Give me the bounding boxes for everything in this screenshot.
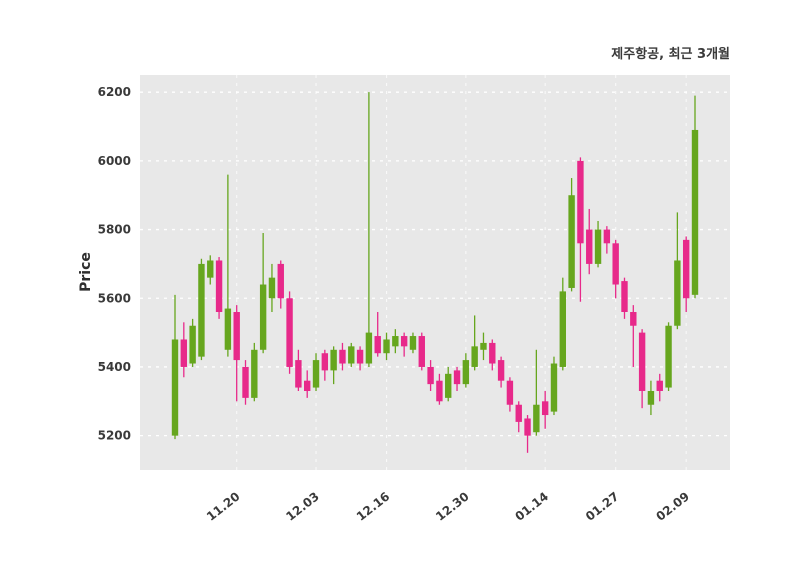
y-tick-label: 6000	[98, 154, 131, 168]
y-tick-label: 5600	[98, 291, 131, 305]
y-tick-label: 5400	[98, 360, 131, 374]
candle-body	[268, 277, 276, 299]
x-tick-label: 12.30	[433, 489, 472, 523]
candle-body	[251, 349, 258, 398]
candle-body	[541, 401, 549, 416]
candle-body	[524, 418, 531, 436]
candle-body	[559, 291, 566, 367]
candle-body	[550, 363, 558, 412]
candle-body	[348, 346, 355, 364]
candle-body	[383, 339, 390, 354]
candle-body	[400, 336, 408, 347]
y-tick-label: 5800	[98, 223, 131, 237]
candle-body	[189, 325, 196, 364]
candle-body	[356, 349, 364, 364]
candle-body	[630, 312, 637, 326]
candle-body	[682, 239, 690, 299]
candle-body	[259, 284, 267, 350]
candles	[171, 92, 699, 453]
plot-background	[140, 75, 730, 470]
x-tick-label: 02.09	[653, 489, 692, 523]
candle-body	[515, 404, 522, 422]
candle-body	[321, 353, 329, 371]
candle-body	[242, 366, 249, 398]
y-tick-label: 6200	[98, 85, 131, 99]
candle-body	[445, 373, 452, 398]
candle-body	[568, 195, 575, 288]
candle-body	[171, 339, 179, 436]
candle-body	[198, 263, 205, 357]
candle-body	[533, 404, 540, 433]
candle-body	[506, 380, 514, 405]
candle-body	[594, 229, 602, 264]
x-tick-label: 01.14	[512, 489, 551, 523]
candle-body	[489, 342, 496, 364]
candle-body	[453, 370, 461, 385]
candle-body	[638, 332, 646, 391]
candle-body	[304, 380, 311, 391]
candle-body	[691, 129, 699, 295]
candle-body	[418, 336, 425, 367]
candle-body	[480, 342, 487, 350]
candle-body	[409, 336, 417, 350]
candle-body	[577, 160, 584, 244]
candle-body	[665, 325, 672, 388]
candle-body	[286, 298, 293, 367]
gridlines	[140, 75, 730, 470]
candle-body	[215, 260, 223, 312]
candle-body	[621, 281, 628, 312]
candle-body	[207, 260, 214, 278]
candle-body	[497, 360, 505, 381]
candle-body	[603, 229, 611, 244]
candle-body	[656, 380, 663, 391]
candle-body	[312, 360, 320, 388]
candle-body	[330, 349, 337, 371]
candle-body	[586, 229, 593, 264]
candle-body	[374, 336, 381, 354]
x-tick-label: 01.27	[583, 489, 622, 523]
candle-body	[295, 360, 302, 388]
candle-body	[392, 336, 399, 347]
x-tick-label: 11.20	[204, 489, 243, 523]
candle-body	[233, 312, 240, 361]
y-axis-label: Price	[78, 252, 94, 292]
candle-body	[180, 339, 188, 367]
candle-body	[339, 349, 346, 364]
candle-body	[224, 308, 232, 350]
candle-body	[436, 380, 443, 402]
candle-body	[365, 332, 373, 364]
candle-body	[277, 263, 284, 299]
y-tick-label: 5200	[98, 429, 131, 443]
chart-title: 제주항공, 최근 3개월	[611, 46, 730, 62]
candle-body	[471, 346, 478, 367]
plot-panel	[140, 75, 730, 470]
candle-body	[612, 243, 619, 285]
x-tick-label: 12.16	[354, 489, 393, 523]
candle-body	[674, 260, 681, 326]
candle-body	[462, 360, 470, 385]
candle-body	[427, 366, 434, 385]
x-tick-label: 12.03	[283, 489, 322, 523]
candle-body	[647, 391, 655, 405]
